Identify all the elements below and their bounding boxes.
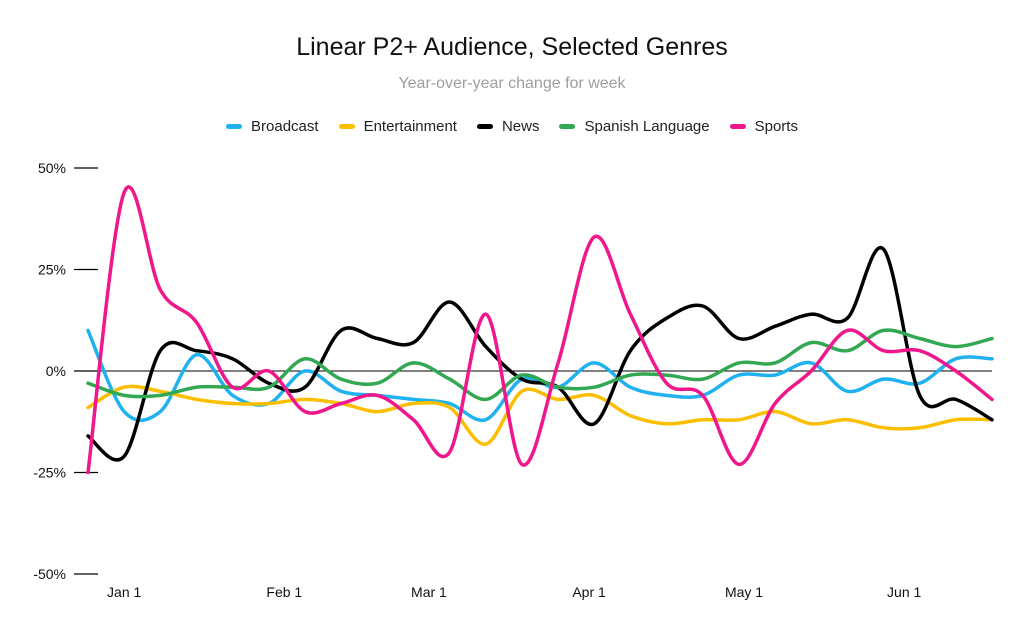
legend-swatch-entertainment (338, 124, 355, 129)
legend-label-sports: Sports (754, 118, 798, 135)
x-axis: Jan 1 Feb 1 Mar 1 Apr 1 May 1 Jun 1 (107, 584, 921, 600)
x-tick-label: Jan 1 (107, 584, 141, 600)
x-tick-label: Jun 1 (887, 584, 921, 600)
legend-swatch-spanish-language (559, 124, 576, 129)
series-line-sports (86, 185, 994, 475)
y-tick-label: 0% (46, 363, 66, 379)
legend-item-spanish-language[interactable]: Spanish Language (559, 118, 710, 135)
legend-label-broadcast: Broadcast (251, 118, 319, 135)
series-layer (86, 185, 994, 475)
legend-label-entertainment: Entertainment (363, 118, 457, 135)
y-axis: 50% 25% 0% -25% -50% (33, 160, 98, 582)
x-tick-label: May 1 (725, 584, 763, 600)
x-tick-label: Feb 1 (266, 584, 302, 600)
chart-subtitle: Year-over-year change for week (398, 75, 626, 92)
legend-item-news[interactable]: News (476, 118, 540, 135)
x-tick-label: Mar 1 (411, 584, 447, 600)
y-tick-label: -25% (33, 465, 66, 481)
y-tick-label: 25% (38, 262, 66, 278)
x-tick-label: Apr 1 (572, 584, 606, 600)
legend-swatch-news (476, 124, 493, 129)
legend: Broadcast Entertainment News Spanish Lan… (0, 118, 1024, 135)
y-tick-label: -50% (33, 566, 66, 582)
series-line-broadcast (86, 328, 994, 423)
legend-label-news: News (501, 118, 540, 135)
legend-swatch-broadcast (226, 124, 243, 129)
y-tick-label: 50% (38, 160, 66, 176)
legend-item-broadcast[interactable]: Broadcast (226, 118, 319, 135)
legend-swatch-sports (729, 124, 746, 129)
chart-title: Linear P2+ Audience, Selected Genres (296, 33, 728, 61)
series-line-entertainment (86, 384, 994, 446)
legend-item-sports[interactable]: Sports (729, 118, 798, 135)
legend-label-spanish-language: Spanish Language (584, 118, 710, 135)
legend-item-entertainment[interactable]: Entertainment (338, 118, 457, 135)
